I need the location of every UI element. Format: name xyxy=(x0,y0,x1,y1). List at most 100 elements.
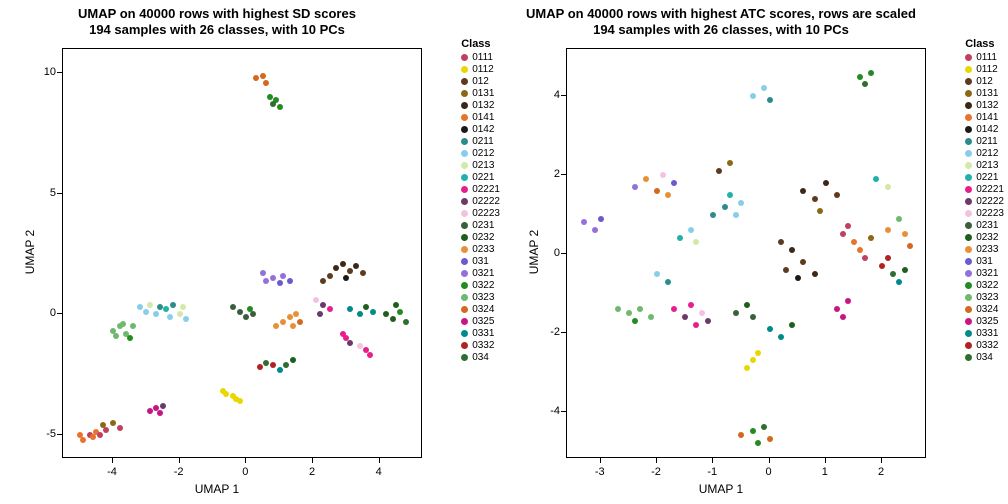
legend-item: 034 xyxy=(965,352,1004,363)
data-point xyxy=(157,304,163,310)
legend-item: 0322 xyxy=(965,280,1004,291)
data-point xyxy=(682,314,688,320)
legend-item: 0332 xyxy=(965,340,1004,351)
legend-label: 0321 xyxy=(976,268,998,279)
tick-mark xyxy=(57,193,62,194)
x-tick-label: -2 xyxy=(174,466,184,478)
legend-dot-icon xyxy=(965,138,972,145)
legend-dot-icon xyxy=(461,66,468,73)
legend-item: 0233 xyxy=(965,244,1004,255)
legend-label: 02221 xyxy=(976,184,1004,195)
legend-label: 0231 xyxy=(472,220,494,231)
legend-dot-icon xyxy=(965,210,972,217)
data-point xyxy=(120,321,126,327)
data-point xyxy=(648,314,654,320)
data-point xyxy=(654,188,660,194)
legend-label: 0332 xyxy=(976,340,998,351)
x-tick-label: -3 xyxy=(595,466,605,478)
data-point xyxy=(851,239,857,245)
legend-item: 0213 xyxy=(461,160,500,171)
data-point xyxy=(671,180,677,186)
data-point xyxy=(812,196,818,202)
legend-dot-icon xyxy=(965,66,972,73)
legend-dot-icon xyxy=(461,342,468,349)
data-point xyxy=(360,270,366,276)
legend-label: 0322 xyxy=(472,280,494,291)
legend-item: 0324 xyxy=(965,304,1004,315)
legend-label: 0233 xyxy=(472,244,494,255)
x-tick-label: 0 xyxy=(242,466,248,478)
data-point xyxy=(598,216,604,222)
data-point xyxy=(287,278,293,284)
legend-dot-icon xyxy=(461,210,468,217)
legend-dot-icon xyxy=(965,354,972,361)
legend-item: 0221 xyxy=(965,172,1004,183)
data-point xyxy=(643,176,649,182)
data-point xyxy=(333,265,339,271)
legend-dot-icon xyxy=(965,342,972,349)
tick-mark xyxy=(57,72,62,73)
data-point xyxy=(885,227,891,233)
data-point xyxy=(693,322,699,328)
data-point xyxy=(160,403,166,409)
legend-label: 0111 xyxy=(472,52,493,63)
legend-label: 0221 xyxy=(976,172,998,183)
legend-dot-icon xyxy=(965,186,972,193)
tick-mark xyxy=(312,458,313,463)
tick-mark xyxy=(561,174,566,175)
data-point xyxy=(750,314,756,320)
legend-dot-icon xyxy=(461,198,468,205)
legend-label: 0111 xyxy=(976,52,997,63)
data-point xyxy=(840,314,846,320)
data-point xyxy=(660,172,666,178)
data-point xyxy=(277,280,283,286)
legend-label: 012 xyxy=(472,76,489,87)
legend-label: 0323 xyxy=(472,292,494,303)
data-point xyxy=(879,263,885,269)
legend-label: 0141 xyxy=(472,112,494,123)
legend-dot-icon xyxy=(965,90,972,97)
data-point xyxy=(137,304,143,310)
x-tick-label: -2 xyxy=(651,466,661,478)
x-axis-label: UMAP 1 xyxy=(0,482,434,496)
legend-title: Class xyxy=(965,38,1004,50)
x-tick-label: 4 xyxy=(376,466,382,478)
legend-item: 0131 xyxy=(965,88,1004,99)
tick-mark xyxy=(561,332,566,333)
data-point xyxy=(693,239,699,245)
legend-item: 012 xyxy=(461,76,500,87)
y-tick-label: -5 xyxy=(34,428,56,440)
data-point xyxy=(778,239,784,245)
data-point xyxy=(297,319,303,325)
legend-dot-icon xyxy=(965,198,972,205)
data-point xyxy=(733,212,739,218)
data-point xyxy=(840,231,846,237)
legend-label: 0323 xyxy=(976,292,998,303)
legend-label: 0325 xyxy=(976,316,998,327)
y-tick-label: 10 xyxy=(34,66,56,78)
legend-item: 0322 xyxy=(461,280,500,291)
legend-dot-icon xyxy=(461,246,468,253)
legend-item: 0221 xyxy=(461,172,500,183)
data-point xyxy=(347,340,353,346)
x-tick-label: 1 xyxy=(822,466,828,478)
legend-dot-icon xyxy=(461,114,468,121)
legend-item: 0332 xyxy=(461,340,500,351)
legend-label: 034 xyxy=(472,352,489,363)
legend-item: 0212 xyxy=(965,148,1004,159)
data-point xyxy=(750,357,756,363)
data-point xyxy=(267,94,273,100)
legend-item: 0112 xyxy=(461,64,500,75)
data-point xyxy=(665,279,671,285)
legend-item: 031 xyxy=(461,256,500,267)
data-point xyxy=(257,364,263,370)
legend-dot-icon xyxy=(461,282,468,289)
plot-area xyxy=(566,48,926,458)
data-point xyxy=(885,184,891,190)
plot-area xyxy=(62,48,422,458)
legend-label: 0213 xyxy=(472,160,494,171)
data-point xyxy=(789,247,795,253)
tick-mark xyxy=(769,458,770,463)
x-tick-label: 2 xyxy=(878,466,884,478)
legend-label: 034 xyxy=(976,352,993,363)
